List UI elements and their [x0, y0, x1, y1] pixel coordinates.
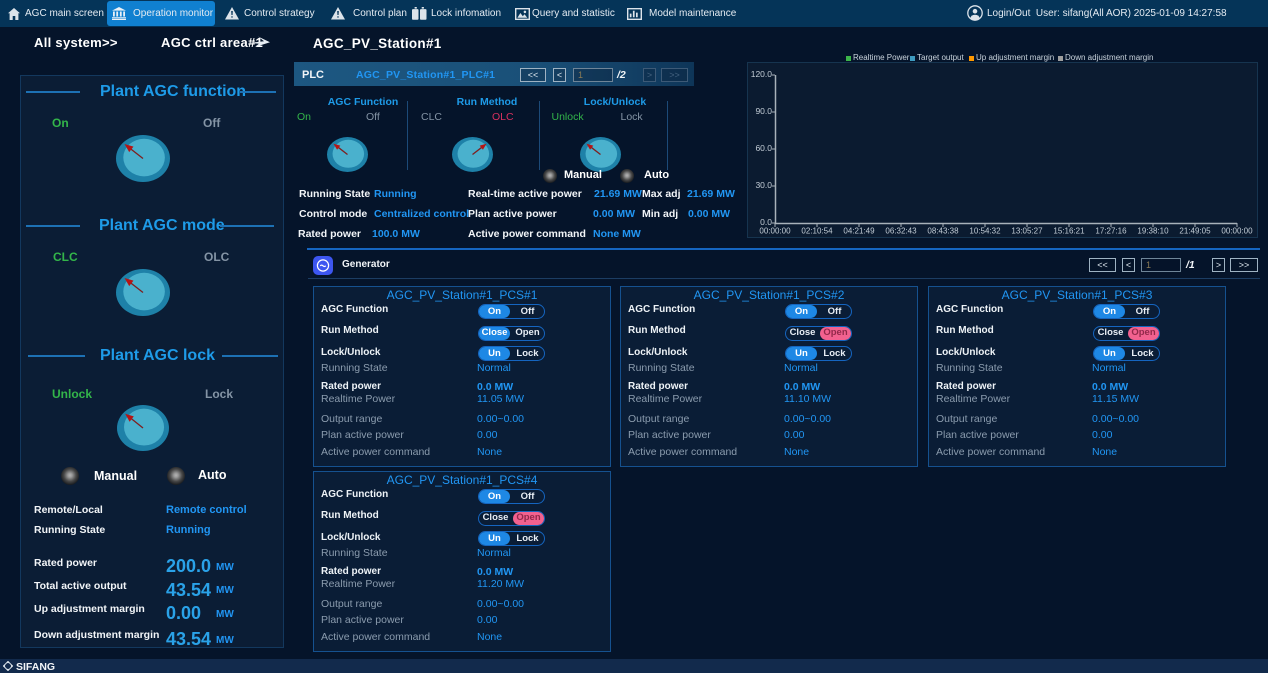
- svg-text:13:05:27: 13:05:27: [1011, 227, 1043, 236]
- svg-text:10:54:32: 10:54:32: [969, 227, 1001, 236]
- svg-text:00:00:00: 00:00:00: [759, 227, 791, 236]
- svg-text:0.0: 0.0: [760, 217, 772, 227]
- svg-text:21:49:05: 21:49:05: [1179, 227, 1211, 236]
- svg-text:90.0: 90.0: [755, 106, 772, 116]
- svg-text:19:38:10: 19:38:10: [1137, 227, 1169, 236]
- svg-text:00:00:00: 00:00:00: [1221, 227, 1253, 236]
- svg-text:17:27:16: 17:27:16: [1095, 227, 1127, 236]
- svg-text:15:16:21: 15:16:21: [1053, 227, 1085, 236]
- svg-text:60.0: 60.0: [755, 143, 772, 153]
- svg-text:30.0: 30.0: [755, 180, 772, 190]
- svg-text:120.0: 120.0: [751, 69, 773, 79]
- svg-text:08:43:38: 08:43:38: [927, 227, 959, 236]
- svg-text:06:32:43: 06:32:43: [885, 227, 917, 236]
- svg-text:02:10:54: 02:10:54: [801, 227, 833, 236]
- svg-text:04:21:49: 04:21:49: [843, 227, 875, 236]
